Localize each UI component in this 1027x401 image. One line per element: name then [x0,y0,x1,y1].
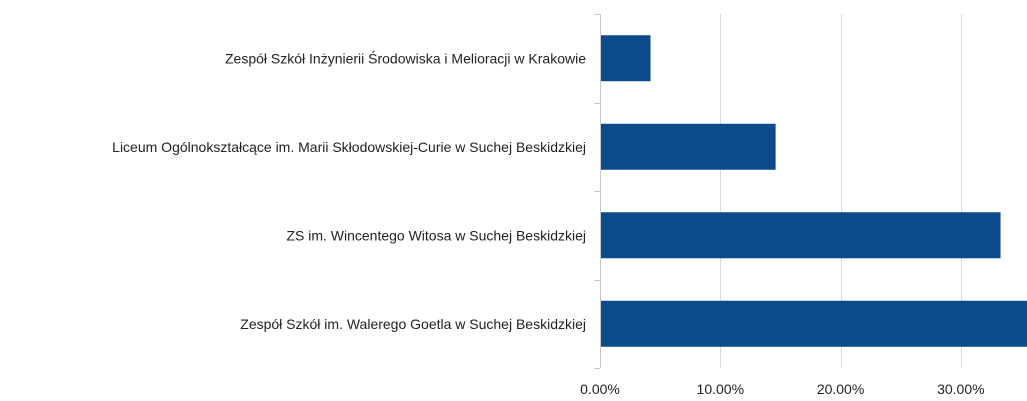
bar [600,123,776,170]
x-tick-label: 0.00% [580,381,620,397]
axis-layer [594,14,601,369]
category-label: Zespół Szkół im. Walerego Goetla w Suche… [240,316,586,332]
bar-layer [600,35,1027,347]
x-tick-label: 20.00% [817,381,864,397]
category-label: Liceum Ogólnokształcące im. Marii Skłodo… [112,139,586,155]
bar [600,35,651,82]
x-tick-label: 10.00% [697,381,744,397]
category-label: Zespół Szkół Inżynierii Środowiska i Mel… [225,49,586,66]
x-tick-label: 30.00% [937,381,984,397]
bar [600,300,1027,347]
label-layer: 0.00% 10.00% 20.00% 30.00% Zespół Szkół Inży… [112,49,984,397]
bar [600,212,1001,259]
category-label: ZS im. Wincentego Witosa w Suchej Beskid… [286,227,586,243]
